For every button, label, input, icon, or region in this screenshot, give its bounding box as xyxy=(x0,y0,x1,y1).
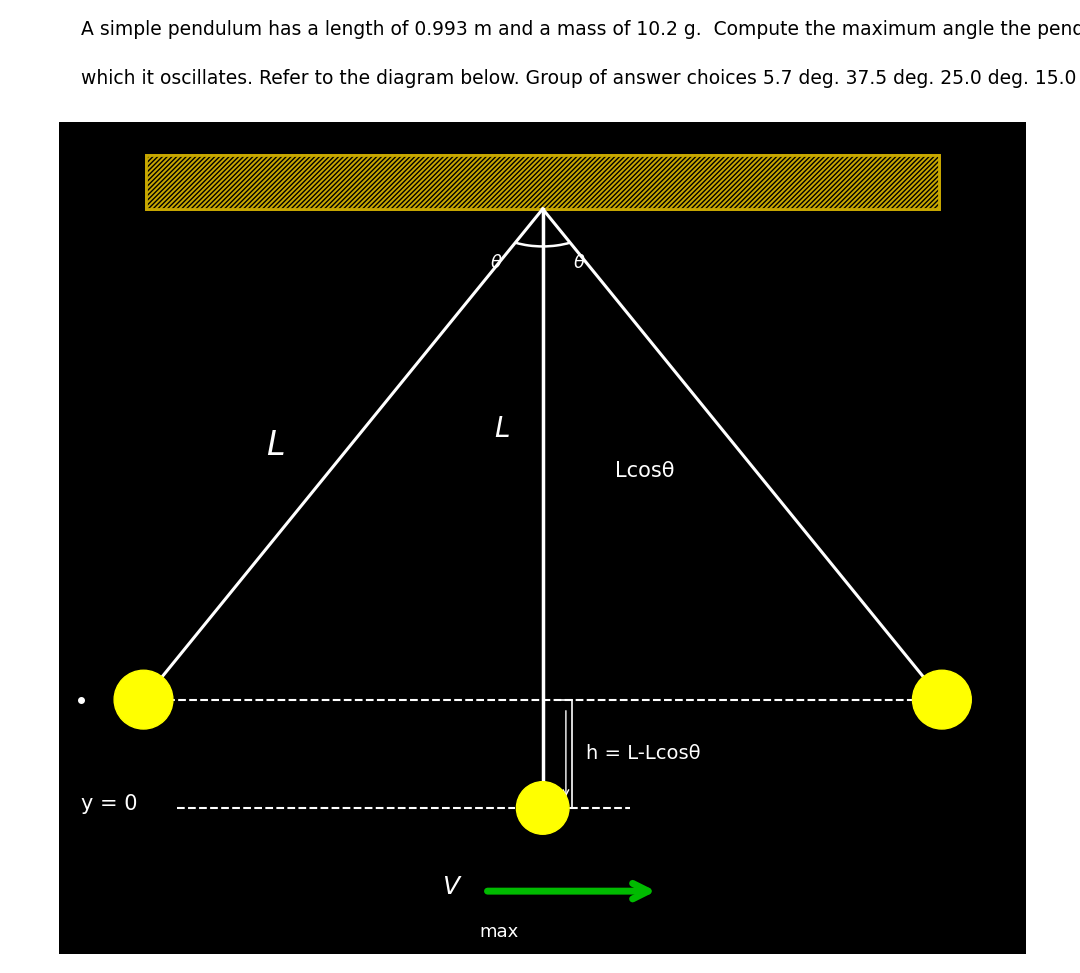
Ellipse shape xyxy=(114,670,173,729)
Text: L: L xyxy=(266,429,285,462)
Text: max: max xyxy=(480,922,519,941)
Text: Lcosθ: Lcosθ xyxy=(616,461,675,481)
Bar xyxy=(147,155,939,209)
Bar xyxy=(147,155,939,209)
Text: $\theta$: $\theta$ xyxy=(573,254,585,272)
Text: V: V xyxy=(443,875,459,899)
Text: L: L xyxy=(495,415,510,444)
Text: A simple pendulum has a length of 0.993 m and a mass of 10.2 g.  Compute the max: A simple pendulum has a length of 0.993 … xyxy=(81,20,1080,39)
Bar xyxy=(147,155,939,209)
Text: y = 0: y = 0 xyxy=(81,794,138,813)
Text: h = L-Lcosθ: h = L-Lcosθ xyxy=(586,744,701,763)
Text: $\theta$: $\theta$ xyxy=(490,254,502,272)
Ellipse shape xyxy=(516,781,569,834)
Ellipse shape xyxy=(913,670,971,729)
Text: which it oscillates. Refer to the diagram below. Group of answer choices 5.7 deg: which it oscillates. Refer to the diagra… xyxy=(81,69,1080,89)
